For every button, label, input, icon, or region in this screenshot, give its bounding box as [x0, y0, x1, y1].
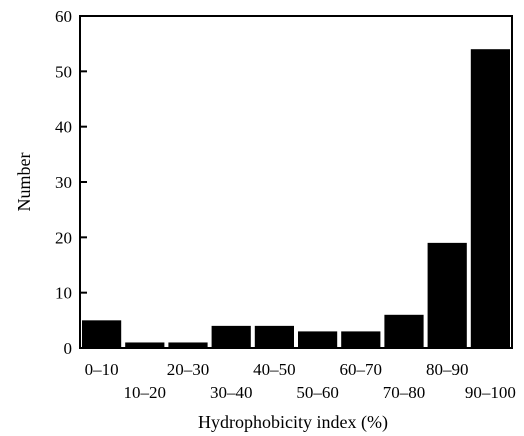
bars [82, 49, 510, 348]
bar-40–50 [254, 325, 294, 348]
bar-70–80 [384, 314, 424, 348]
y-tick-label: 0 [64, 339, 73, 358]
bar-20–30 [168, 342, 208, 348]
bar-60–70 [341, 331, 381, 348]
bar-50–60 [298, 331, 338, 348]
x-tick-label: 60–70 [340, 360, 383, 379]
x-tick-label: 10–20 [124, 383, 167, 402]
x-tick-label: 0–10 [85, 360, 119, 379]
bar-90–100 [470, 49, 510, 348]
x-axis: 0–10 10–2020–3030–4040–5050–6060–7070–808… [85, 360, 516, 402]
x-tick-label: 40–50 [253, 360, 296, 379]
x-tick-label: 90–100 [465, 383, 516, 402]
y-tick-label: 20 [55, 228, 72, 247]
y-tick-label: 10 [55, 284, 72, 303]
y-axis: 0 10 20 30 40 50 60 [55, 7, 87, 358]
x-tick-label: 20–30 [167, 360, 210, 379]
x-axis-label: Hydrophobicity index (%) [198, 412, 388, 433]
x-tick-label: 80–90 [426, 360, 469, 379]
y-tick-label: 50 [55, 62, 72, 81]
x-tick-label: 50–60 [296, 383, 339, 402]
y-tick-label: 60 [55, 7, 72, 26]
y-axis-label: Number [14, 153, 34, 212]
bar-80–90 [427, 242, 467, 348]
y-tick-label: 30 [55, 173, 72, 192]
bar-10–20 [125, 342, 165, 348]
bar-30–40 [211, 325, 251, 348]
x-tick-label: 30–40 [210, 383, 253, 402]
x-tick-label: 70–80 [383, 383, 426, 402]
bar-0–10 [82, 320, 122, 348]
y-tick-label: 40 [55, 118, 72, 137]
